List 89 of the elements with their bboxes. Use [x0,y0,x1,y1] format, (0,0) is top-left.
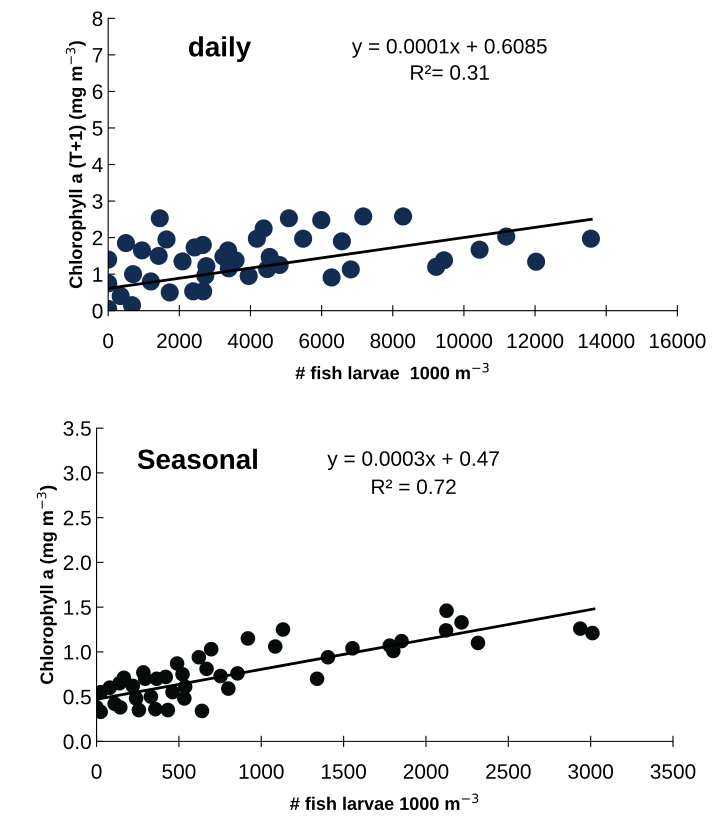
x-tick-label: 2000 [157,333,202,348]
point [107,696,122,712]
point [280,209,298,228]
annotation: R²= 0.31 [411,65,489,80]
x-axis-title: # fish larvae 1000 m$^{−3}$ [296,362,489,380]
point [132,702,146,718]
point [454,615,469,630]
y-tick-label: 2 [92,230,102,246]
y-tick-label: 8 [92,11,102,26]
y-tick-label: 1 [93,267,102,282]
annotation: R² = 0.72 [372,479,456,494]
point [240,631,256,646]
point [175,666,190,682]
y-tick-label: 5 [92,121,102,136]
text: Seasonal [138,448,257,470]
point [132,241,152,260]
point [124,265,142,284]
y-axis-title: Chlorophyll a (mg m$^{−3}$) [36,486,57,684]
x-tick-label: 500 [162,764,196,779]
y-tick-label: 3 [92,194,102,209]
point [470,636,486,650]
point [112,287,130,306]
y-tick-label: 6 [92,84,102,100]
x-tick-label: 2000 [404,764,448,779]
y-tick-label: 1.0 [64,644,91,660]
x-tick-label: 0 [103,333,114,348]
x-tick-label: 4000 [228,333,273,348]
point [332,232,351,250]
x-tick-label: 10000 [436,333,492,348]
point [310,671,324,686]
point [582,230,600,248]
point [354,207,372,226]
y-tick-label: 2.5 [64,510,91,526]
x-tick-label: 3500 [650,764,696,779]
point [434,251,454,270]
point [470,240,489,259]
point [221,681,236,696]
point [527,252,546,271]
point [240,266,258,286]
point [312,211,330,230]
y-tick-label: 0.0 [64,734,91,750]
y-tick-label: 0.5 [64,690,91,704]
point [157,230,176,248]
x-tick-label: 14000 [578,333,634,348]
y-tick-label: 0 [92,304,102,318]
point [126,678,140,694]
point [194,704,210,718]
y-tick-label: 3.5 [64,421,91,436]
annotation: y = 0.0003x + 0.47 [327,451,499,470]
point [150,246,168,265]
point [585,626,600,640]
point [173,252,192,270]
point [322,268,341,287]
y-tick-label: 4 [92,158,103,172]
x-tick-label: 8000 [370,333,416,348]
point [199,662,214,676]
x-tick-label: 1500 [322,764,366,779]
point [192,650,206,665]
x-tick-label: 12000 [508,333,564,348]
x-tick-label: 2500 [486,764,531,779]
y-tick-label: 3.0 [64,466,91,481]
text: daily [189,36,252,62]
point [268,639,283,654]
point [148,702,163,716]
point [170,656,184,671]
point [394,207,412,226]
point [204,642,218,656]
x-tick-label: 1000 [240,764,284,779]
y-tick-label: 7 [92,48,102,62]
point [342,260,360,278]
annotation: y = 0.0001x + 0.6085 [352,38,547,58]
point [572,621,588,636]
point [144,689,158,704]
x-tick-label: 16000 [650,333,706,348]
point [116,234,136,252]
y-tick-label: 2.0 [64,555,91,570]
point [150,209,169,228]
x-axis-title: # fish larvae 1000 m$^{−3}$ [290,794,478,810]
point [276,622,290,637]
point [160,283,179,302]
y-tick-label: 1.5 [64,600,91,615]
x-tick-label: 6000 [300,333,344,348]
point [294,230,312,248]
point [254,219,273,238]
point [160,702,176,718]
point [439,603,454,618]
point [112,676,127,690]
x-tick-label: 3000 [568,764,614,779]
y-axis-title: Chlorophyll a (T+1) (mg m$^{−3}$) [66,41,86,288]
